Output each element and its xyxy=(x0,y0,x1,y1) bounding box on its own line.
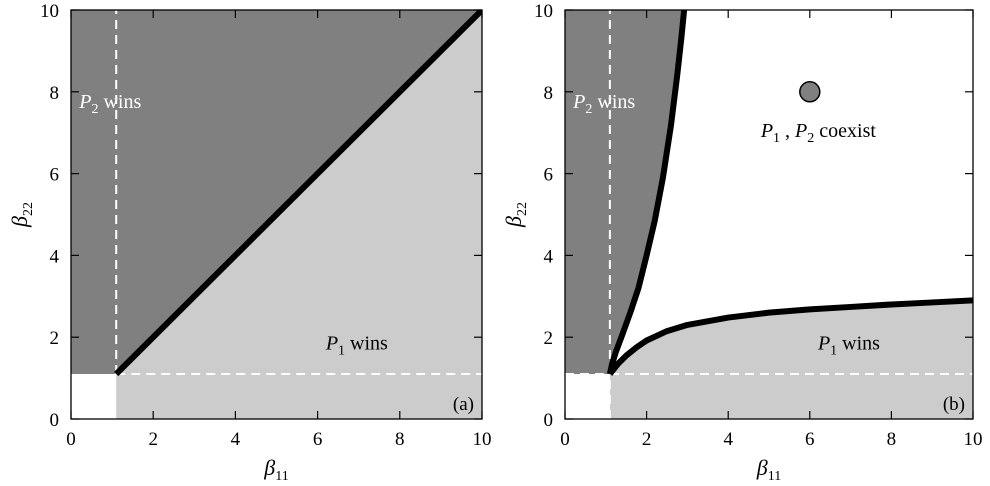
plot-frame xyxy=(70,9,483,420)
label-p1-wins-text: wins xyxy=(345,332,388,354)
label-p2-wins-var: P xyxy=(572,91,585,113)
y-axis-label: β22 xyxy=(501,202,530,228)
y-axis-subscript: 22 xyxy=(21,202,36,216)
label-p2-wins-text: wins xyxy=(592,91,635,113)
label-p1-wins-sub: 1 xyxy=(830,343,837,358)
y-tick-label: 6 xyxy=(544,165,554,186)
x-axis-subscript: 11 xyxy=(768,469,781,484)
label-p1-wins-text: wins xyxy=(837,332,880,354)
label-coexist-var: P xyxy=(760,120,773,142)
y-tick-label: 8 xyxy=(50,83,60,104)
label-p1-wins-var: P xyxy=(817,332,830,354)
region-p1-wins xyxy=(116,10,482,419)
region-p1-wins xyxy=(609,300,973,419)
label-coexist-sub2: 2 xyxy=(807,131,814,146)
plot-frame xyxy=(564,9,974,420)
lower-boundary-line xyxy=(607,297,973,376)
label-coexist-var2: P xyxy=(794,120,807,142)
coexist-point xyxy=(799,81,821,103)
region-coexist xyxy=(609,10,973,375)
boundary-line xyxy=(114,10,482,377)
plot-area xyxy=(71,10,482,419)
x-tick-label: 6 xyxy=(805,429,815,450)
panel-tag: (a) xyxy=(453,394,474,415)
label-p1-wins: P1 wins xyxy=(325,332,388,358)
y-tick-label: 10 xyxy=(534,1,553,22)
y-tick-label: 6 xyxy=(50,165,60,186)
y-tick-label: 2 xyxy=(50,328,60,349)
y-tick-label: 4 xyxy=(544,246,554,267)
y-tick-label: 0 xyxy=(544,410,554,431)
y-axis-symbol: β xyxy=(7,216,32,228)
plot-area xyxy=(565,10,973,419)
label-p2-wins-text: wins xyxy=(98,91,141,113)
x-tick-label: 10 xyxy=(473,429,492,450)
x-tick-label: 6 xyxy=(313,429,323,450)
x-tick-label: 4 xyxy=(723,429,733,450)
x-tick-label: 4 xyxy=(231,429,241,450)
x-axis-symbol: β xyxy=(263,455,275,480)
label-p2-wins-sub: 2 xyxy=(585,102,592,117)
y-tick-label: 10 xyxy=(40,1,59,22)
label-p1-wins-sub: 1 xyxy=(338,343,345,358)
x-tick-label: 2 xyxy=(642,429,652,450)
y-tick-label: 8 xyxy=(544,83,554,104)
x-axis-symbol: β xyxy=(756,455,768,480)
label-p2-wins: P2 wins xyxy=(572,91,635,117)
label-p1-wins-var: P xyxy=(325,332,338,354)
x-axis-label: β11 xyxy=(263,455,288,484)
y-tick-label: 0 xyxy=(50,410,60,431)
label-coexist: P1 , P2 coexist xyxy=(760,120,877,146)
y-axis-subscript: 22 xyxy=(515,202,530,216)
x-tick-label: 8 xyxy=(887,429,897,450)
region-p2-wins xyxy=(565,10,685,375)
region-p2-wins xyxy=(71,10,482,375)
label-p2-wins-sub: 2 xyxy=(91,102,98,117)
y-tick-label: 4 xyxy=(50,246,60,267)
label-p1-wins: P1 wins xyxy=(817,332,880,358)
label-p2-wins-var: P xyxy=(78,91,91,113)
x-axis-subscript: 11 xyxy=(275,469,288,484)
x-axis-label: β11 xyxy=(756,455,781,484)
label-coexist-sub: 1 xyxy=(773,131,780,146)
x-tick-label: 8 xyxy=(395,429,405,450)
label-p2-wins: P2 wins xyxy=(78,91,141,117)
x-tick-label: 0 xyxy=(66,429,76,450)
upper-boundary-line xyxy=(606,10,688,375)
label-coexist-text: , xyxy=(780,120,795,142)
y-axis-label: β22 xyxy=(7,202,36,228)
panel-tag: (b) xyxy=(943,394,965,415)
y-tick-label: 2 xyxy=(544,328,554,349)
label-coexist-text2: coexist xyxy=(814,120,876,142)
y-axis-symbol: β xyxy=(501,216,526,228)
x-tick-label: 10 xyxy=(964,429,983,450)
x-tick-label: 2 xyxy=(148,429,158,450)
x-tick-label: 0 xyxy=(560,429,570,450)
